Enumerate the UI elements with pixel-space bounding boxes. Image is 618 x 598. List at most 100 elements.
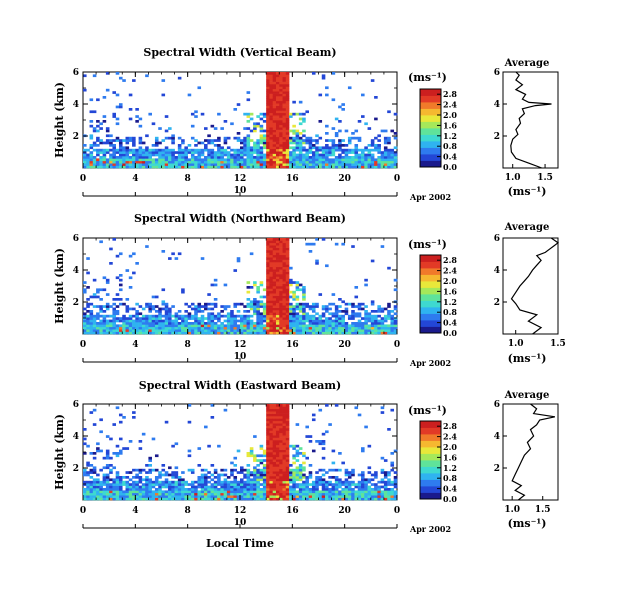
heatmap-cell — [282, 96, 287, 99]
heatmap-cell — [295, 153, 300, 157]
heatmap-cell — [292, 100, 296, 104]
heatmap-cell — [331, 483, 336, 486]
heatmap-cell — [181, 478, 185, 482]
heatmap-cell — [256, 471, 260, 474]
heatmap-cell — [262, 165, 267, 169]
heatmap-cell — [298, 165, 303, 169]
heatmap-cell — [99, 165, 103, 169]
heatmap-cell — [190, 480, 195, 484]
heatmap-cell — [275, 112, 280, 116]
heatmap-cell — [86, 319, 90, 323]
heatmap-cell — [171, 134, 175, 138]
heatmap-cell — [302, 153, 306, 157]
heatmap-cell — [266, 76, 270, 80]
heatmap-cell — [262, 476, 267, 479]
heatmap-cell — [217, 476, 221, 479]
heatmap-cell — [390, 153, 395, 157]
heatmap-cell — [308, 156, 313, 159]
heatmap-cell — [334, 307, 339, 311]
heatmap-cell — [305, 139, 309, 142]
heatmap-cell — [266, 476, 270, 479]
heatmap-cell — [370, 160, 375, 164]
heatmap-cell — [344, 473, 349, 477]
heatmap-cell — [289, 156, 293, 159]
colorbar-swatch — [420, 121, 441, 129]
heatmap-cell — [171, 471, 175, 474]
heatmap-cell — [92, 480, 97, 484]
heatmap-cell — [275, 322, 280, 325]
heatmap-cell — [279, 492, 283, 496]
heatmap-cell — [380, 153, 385, 157]
heatmap-cell — [210, 492, 215, 496]
heatmap-cell — [390, 165, 395, 169]
heatmap-cell — [210, 478, 215, 482]
heatmap-cell — [315, 262, 319, 265]
heatmap-cell — [354, 492, 359, 496]
heatmap-cell — [190, 317, 195, 320]
heatmap-cell — [240, 468, 244, 472]
heatmap-cell — [311, 156, 316, 159]
heatmap-cell — [282, 473, 287, 477]
heatmap-cell — [279, 300, 283, 304]
heatmap-cell — [141, 331, 146, 335]
heatmap-cell — [174, 483, 179, 486]
heatmap-cell — [289, 444, 293, 448]
heatmap-cell — [194, 165, 198, 169]
heatmap-cell — [207, 331, 211, 335]
heatmap-cell — [377, 165, 381, 169]
heatmap-cell — [102, 322, 107, 325]
heatmap-cell — [279, 295, 283, 299]
heatmap-cell — [347, 326, 352, 330]
heatmap-cell — [282, 440, 287, 443]
heatmap-cell — [272, 81, 277, 85]
heatmap-cell — [132, 468, 136, 472]
heatmap-cell — [151, 331, 156, 335]
heatmap-cell — [334, 242, 339, 246]
heatmap-cell — [269, 305, 274, 308]
heatmap-cell — [230, 310, 234, 313]
heatmap-cell — [86, 257, 90, 260]
heatmap-cell — [361, 322, 365, 325]
x-axis-label: Local Time — [206, 537, 274, 550]
heatmap-cell — [92, 110, 97, 114]
heatmap-cell — [253, 468, 257, 472]
heatmap-cell — [279, 408, 283, 412]
heatmap-cell — [259, 322, 264, 325]
heatmap-cell — [285, 242, 290, 246]
heatmap-cell — [256, 480, 260, 484]
heatmap-cell — [325, 93, 329, 97]
heatmap-cell — [154, 151, 159, 154]
heatmap-cell — [259, 319, 264, 323]
heatmap-cell — [338, 305, 342, 308]
heatmap-cell — [249, 471, 254, 474]
heatmap-cell — [364, 146, 368, 150]
heatmap-cell — [190, 492, 195, 496]
heatmap-cell — [367, 165, 372, 169]
heatmap-cell — [164, 136, 169, 140]
colorbar-swatch — [420, 300, 441, 308]
heatmap-cell — [292, 151, 296, 154]
heatmap-cell — [151, 122, 156, 126]
heatmap-cell — [99, 430, 103, 434]
heatmap-cell — [207, 160, 211, 164]
heatmap-cell — [128, 254, 133, 258]
heatmap-cell — [112, 466, 117, 470]
heatmap-cell — [269, 286, 274, 289]
heatmap-cell — [190, 488, 195, 491]
heatmap-cell — [164, 420, 169, 424]
heatmap-cell — [331, 468, 336, 472]
heatmap-cell — [161, 300, 166, 304]
heatmap-cell — [275, 132, 280, 135]
heatmap-cell — [282, 428, 287, 431]
heatmap-cell — [99, 148, 103, 152]
heatmap-cell — [197, 163, 202, 166]
heatmap-cell — [380, 156, 385, 159]
x-tick-label: 20 — [338, 174, 351, 184]
heatmap-cell — [96, 495, 100, 498]
heatmap-cell — [86, 326, 90, 330]
heatmap-cell — [328, 160, 332, 164]
heatmap-cell — [246, 454, 251, 458]
heatmap-cell — [282, 329, 287, 332]
heatmap-cell — [282, 245, 287, 248]
heatmap-cell — [145, 476, 149, 479]
